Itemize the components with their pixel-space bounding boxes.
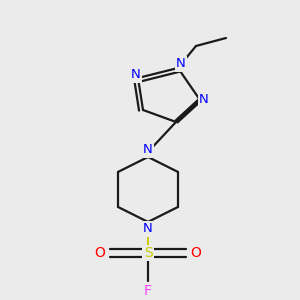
Text: N: N <box>143 222 153 236</box>
Text: O: O <box>190 246 201 260</box>
Text: N: N <box>131 68 141 82</box>
Text: F: F <box>144 284 152 298</box>
Text: N: N <box>176 58 186 70</box>
Text: O: O <box>94 246 105 260</box>
Text: N: N <box>199 94 209 106</box>
Text: S: S <box>144 246 152 260</box>
Text: N: N <box>143 143 153 157</box>
